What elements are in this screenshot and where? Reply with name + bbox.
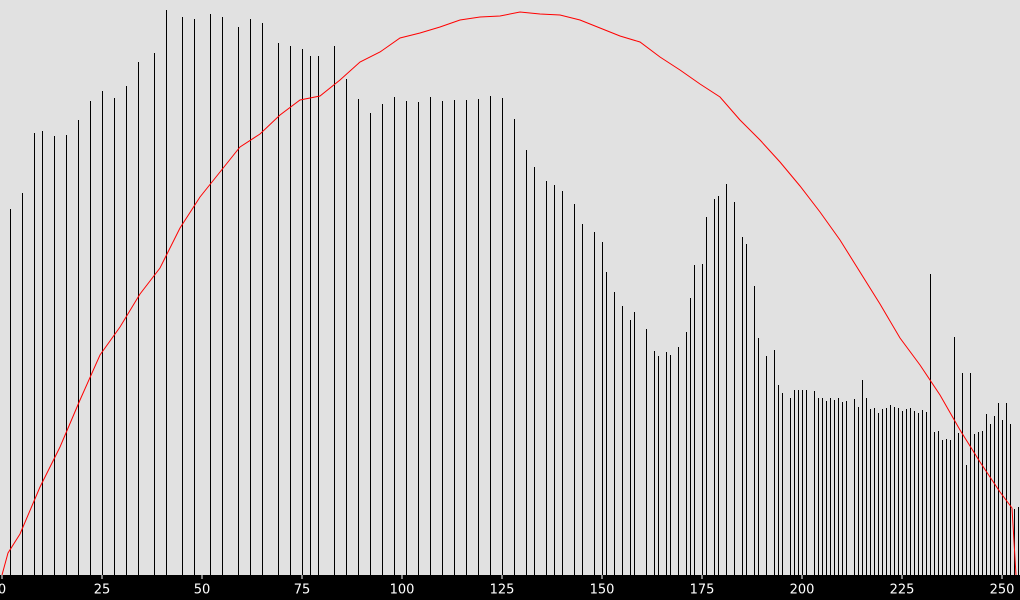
- x-tick-label: 150: [590, 583, 615, 598]
- cumulative-line: [1, 11, 1017, 576]
- x-tick-label: 125: [490, 583, 515, 598]
- x-tick-label: 0: [0, 583, 6, 598]
- x-axis-bar: [0, 575, 1020, 600]
- x-tick-label: 75: [294, 583, 311, 598]
- x-tick-label: 100: [390, 583, 415, 598]
- x-tick-label: 225: [890, 583, 915, 598]
- x-tick-label: 200: [790, 583, 815, 598]
- x-tick-label: 250: [990, 583, 1015, 598]
- x-tick-label: 175: [690, 583, 715, 598]
- x-tick-label: 50: [194, 583, 211, 598]
- x-tick-label: 25: [94, 583, 111, 598]
